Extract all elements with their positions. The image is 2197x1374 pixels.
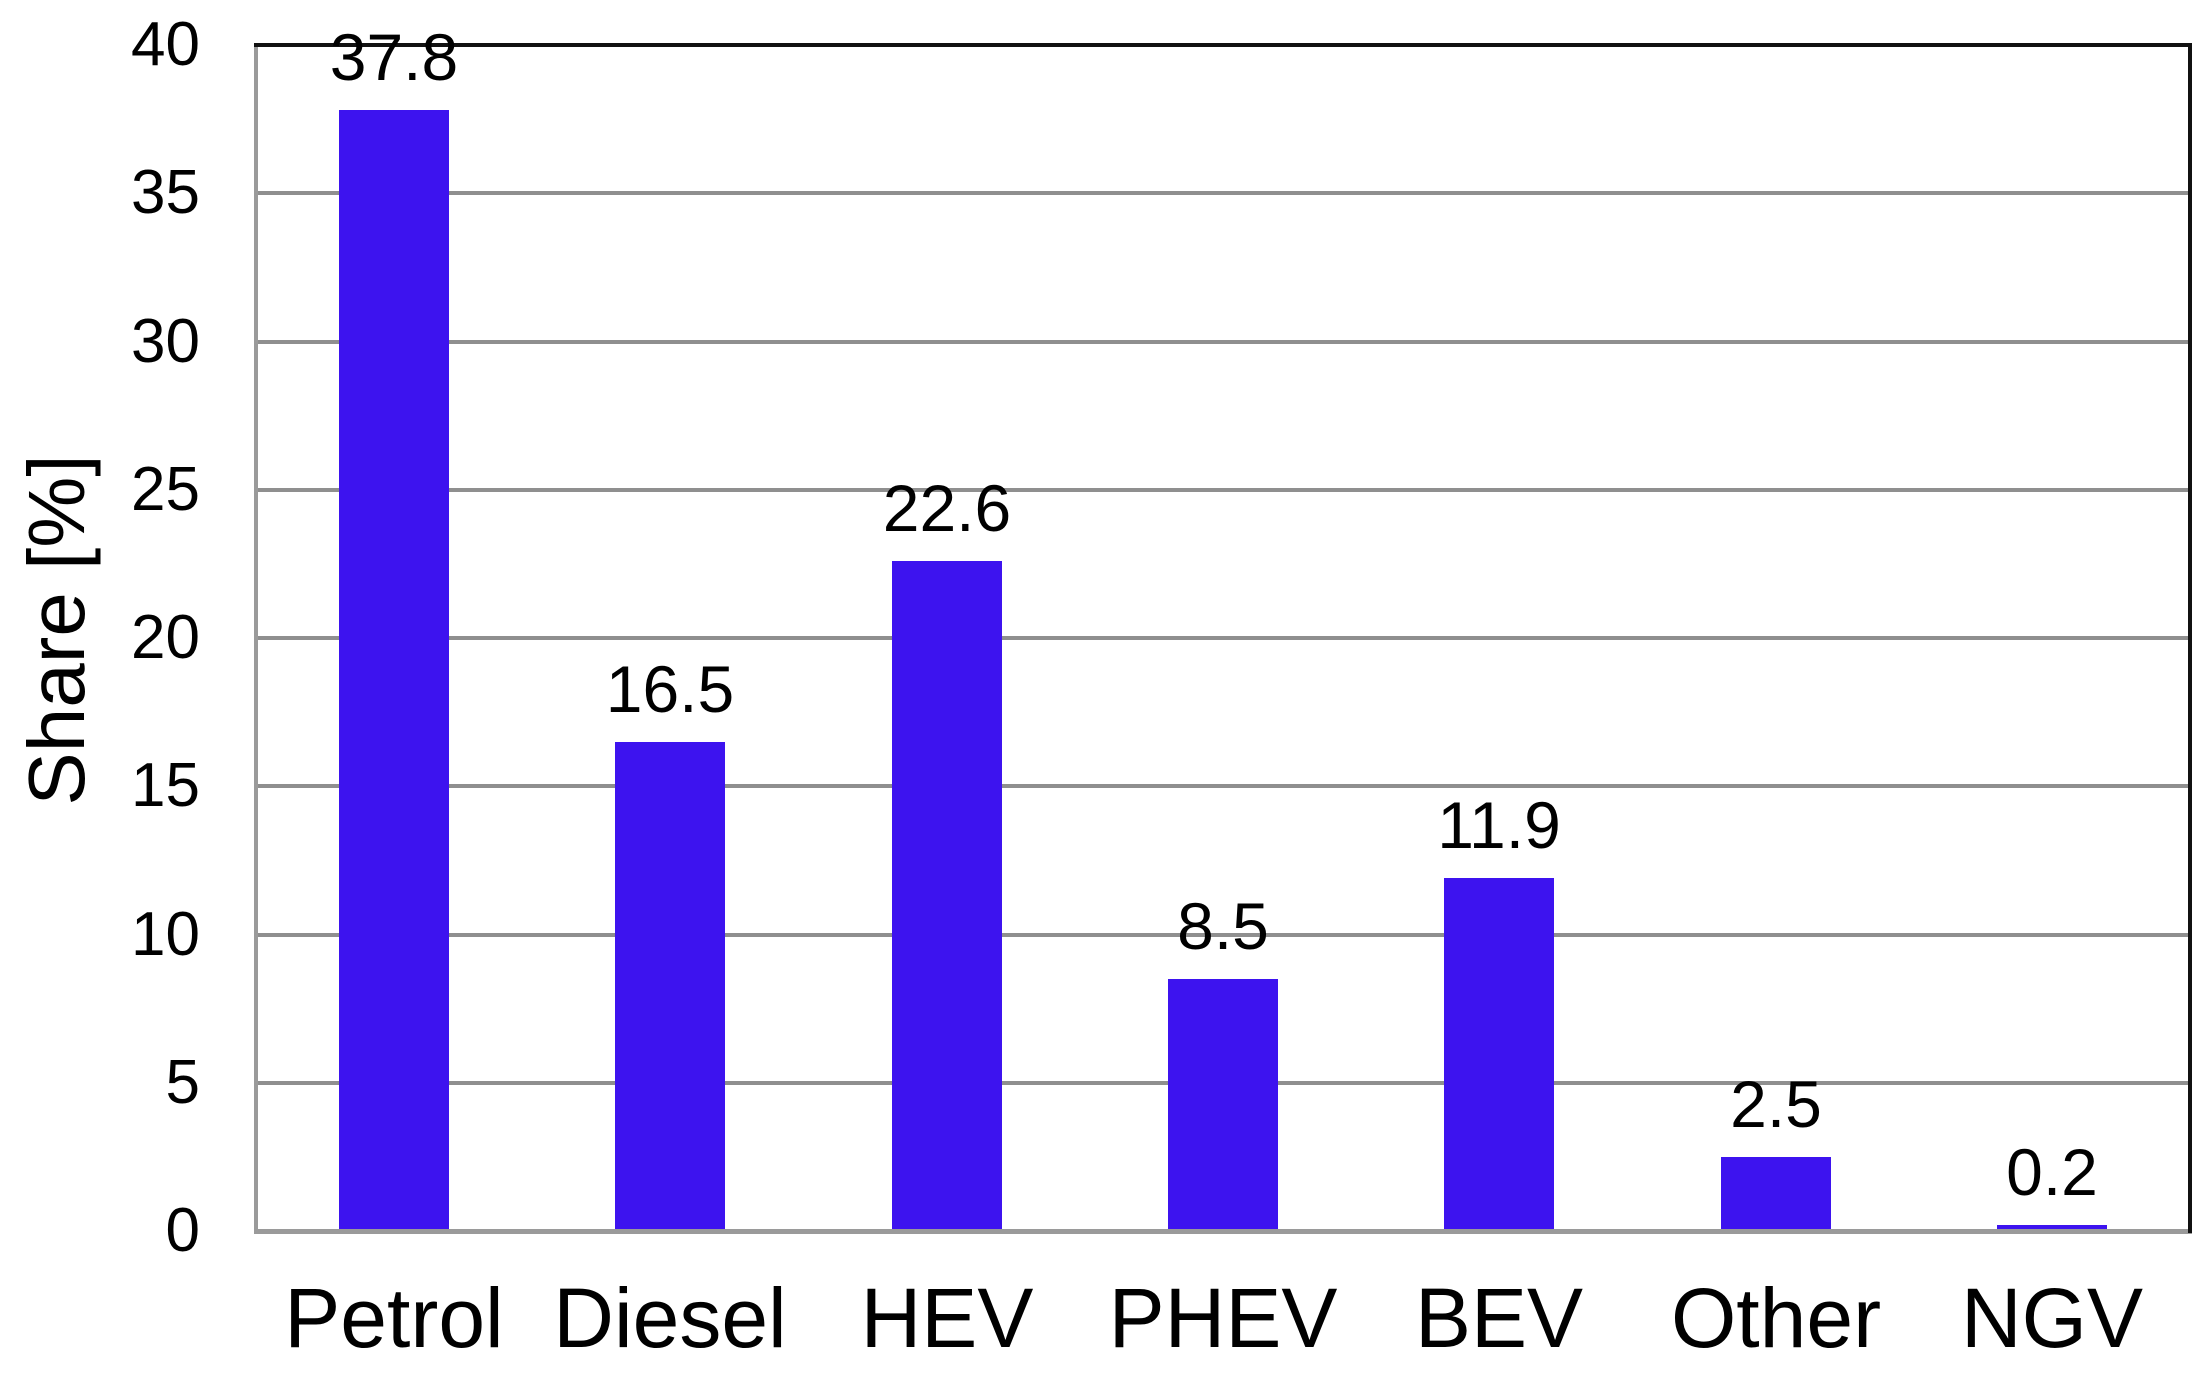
bar-value-label: 0.2 — [2006, 1135, 2098, 1209]
bottom-axis-line — [254, 1229, 2192, 1234]
gridline — [256, 636, 2190, 640]
right-frame-line — [2188, 43, 2192, 1233]
y-tick-label: 40 — [131, 10, 200, 79]
y-tick-label: 10 — [131, 900, 200, 969]
y-tick-label: 5 — [165, 1048, 200, 1117]
x-category-label: Other — [1670, 1271, 1882, 1365]
x-category-label: HEV — [860, 1271, 1034, 1365]
left-axis-line — [254, 45, 258, 1234]
y-tick-label: 30 — [131, 307, 200, 376]
y-tick-label: 15 — [131, 751, 200, 820]
bar-value-label: 11.9 — [1437, 788, 1561, 862]
gridline — [256, 191, 2190, 196]
y-tick-label: 25 — [131, 455, 200, 524]
bar-value-label: 8.5 — [1177, 889, 1269, 963]
x-category-label: NGV — [1960, 1271, 2144, 1365]
x-category-label: Petrol — [284, 1271, 504, 1365]
x-category-label: BEV — [1414, 1271, 1584, 1365]
y-tick-label: 20 — [131, 603, 200, 672]
bar — [1444, 878, 1554, 1231]
bar-value-label: 2.5 — [1730, 1067, 1822, 1141]
bar — [615, 742, 725, 1231]
bar — [339, 110, 449, 1231]
bar — [1997, 1225, 2107, 1231]
bar — [1721, 1157, 1831, 1231]
gridline — [256, 339, 2190, 344]
bar — [892, 561, 1002, 1231]
bar-value-label: 22.6 — [882, 471, 1012, 545]
gridline — [256, 784, 2190, 789]
bar-value-label: 16.5 — [605, 652, 735, 726]
gridline — [256, 487, 2190, 492]
gridline — [256, 932, 2190, 937]
x-category-label: PHEV — [1108, 1271, 1338, 1365]
y-tick-label: 35 — [131, 158, 200, 227]
y-tick-label: 0 — [165, 1196, 200, 1265]
top-frame-line — [254, 43, 2192, 47]
x-category-label: Diesel — [553, 1271, 787, 1365]
bar-value-label: 37.8 — [329, 20, 459, 94]
bar — [1168, 979, 1278, 1231]
